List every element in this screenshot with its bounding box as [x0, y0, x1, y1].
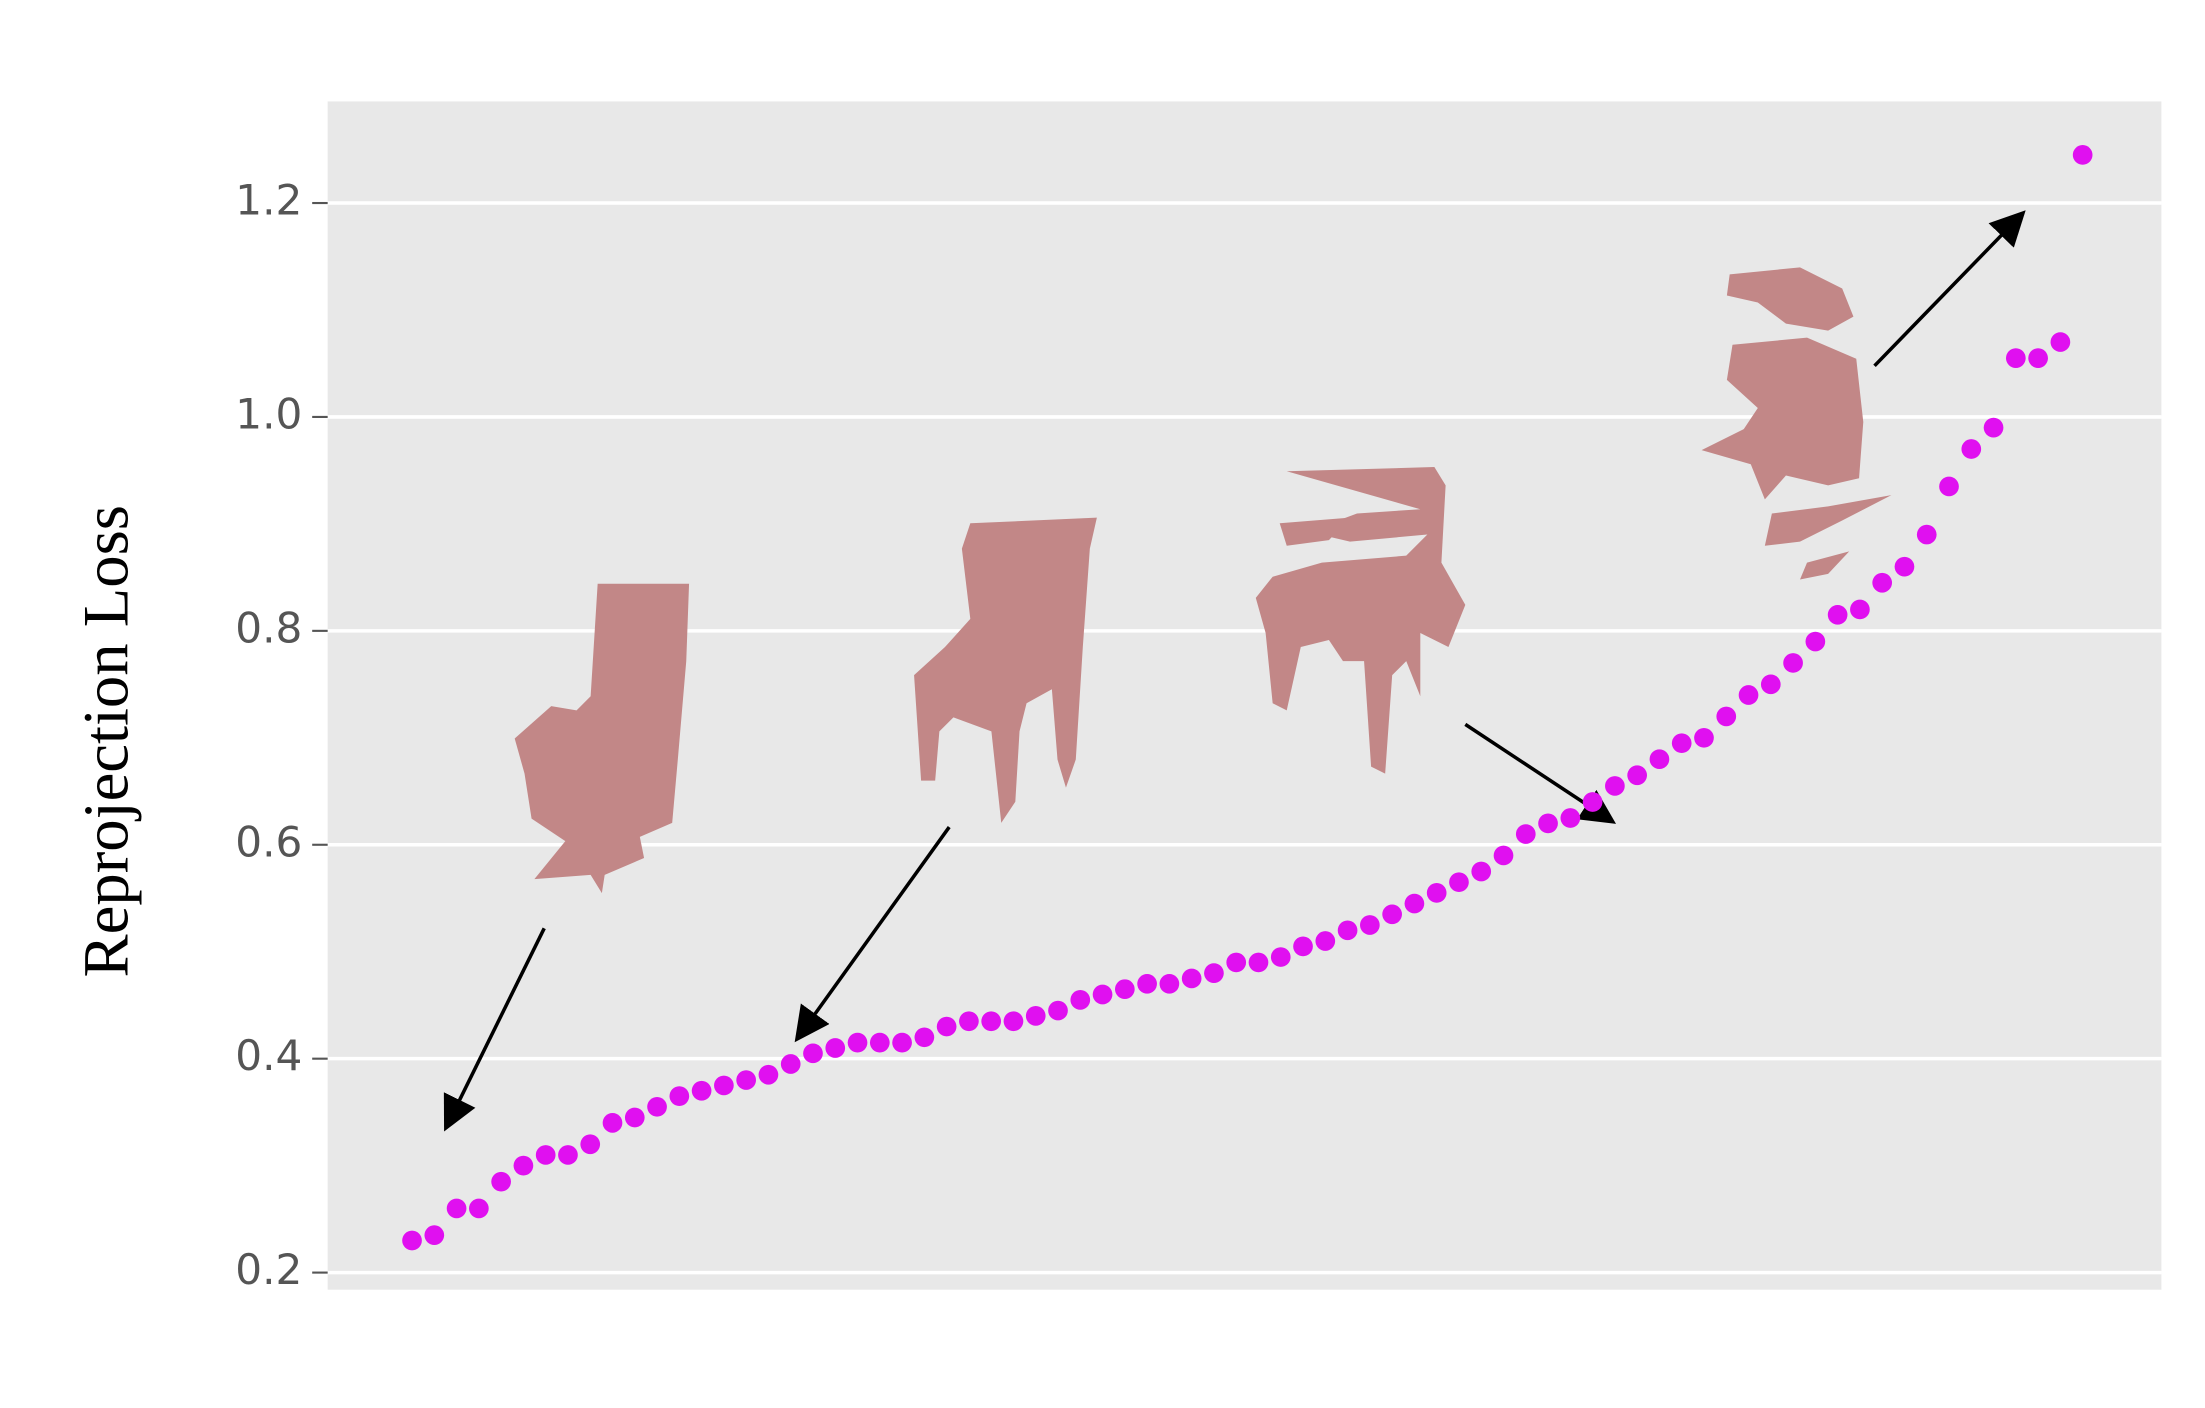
point	[803, 1043, 823, 1064]
chair-3	[1255, 467, 1466, 774]
point	[580, 1134, 601, 1155]
point	[1360, 915, 1380, 935]
y-tick-label: 1.2	[235, 176, 302, 225]
point	[1850, 599, 1870, 620]
point	[1493, 845, 1514, 866]
point	[647, 1096, 667, 1117]
point	[1404, 893, 1425, 914]
point	[1426, 883, 1447, 903]
point	[1471, 861, 1492, 882]
point	[2050, 332, 2071, 352]
chair-1	[514, 583, 690, 894]
point	[1694, 727, 1714, 748]
point	[1003, 1011, 1024, 1032]
point	[1204, 963, 1224, 983]
point	[981, 1011, 1002, 1032]
chair-2	[914, 517, 1097, 823]
chair-4	[1701, 267, 1892, 580]
point	[914, 1027, 935, 1048]
y-tick-label: 0.8	[235, 603, 302, 652]
point	[1114, 979, 1135, 1000]
point	[780, 1054, 801, 1074]
point	[1025, 1006, 1046, 1026]
point	[402, 1230, 422, 1251]
point	[1983, 417, 2004, 438]
point	[1092, 984, 1113, 1005]
point	[1582, 792, 1603, 812]
point	[1939, 476, 1959, 497]
point	[1605, 776, 1625, 796]
point	[714, 1075, 734, 1096]
point	[535, 1145, 556, 1165]
point	[469, 1198, 489, 1219]
point	[1783, 653, 1803, 673]
point	[1137, 973, 1157, 994]
point	[1226, 952, 1247, 973]
point	[1671, 733, 1692, 754]
y-tick-label: 1.0	[235, 389, 302, 438]
point	[1159, 973, 1180, 994]
point	[758, 1064, 779, 1085]
y-tick-label: 0.2	[235, 1245, 302, 1294]
point	[2028, 348, 2048, 368]
point	[1315, 931, 1336, 951]
points	[402, 145, 2093, 1251]
point	[1827, 604, 1848, 625]
point	[1894, 556, 1915, 577]
point	[736, 1070, 756, 1090]
point	[825, 1038, 846, 1058]
point	[1872, 572, 1893, 593]
point	[1293, 936, 1313, 957]
point	[1560, 808, 1581, 828]
point	[1337, 920, 1358, 941]
point	[1716, 706, 1737, 727]
point	[1627, 765, 1647, 786]
point	[892, 1032, 912, 1053]
point	[1248, 952, 1269, 973]
point	[1382, 904, 1402, 925]
y-tick-label: 0.4	[235, 1031, 302, 1080]
point	[959, 1011, 979, 1032]
point	[491, 1171, 511, 1192]
point	[558, 1145, 578, 1165]
y-axis-label: Reprojection Loss	[69, 505, 141, 977]
point	[513, 1155, 534, 1176]
point	[691, 1080, 712, 1101]
point	[669, 1086, 690, 1106]
point	[1449, 872, 1469, 893]
arrow	[794, 826, 951, 1043]
point	[1805, 631, 1826, 652]
point	[1181, 968, 1202, 989]
point	[1649, 749, 1670, 770]
point	[624, 1107, 645, 1128]
point	[1738, 685, 1759, 705]
point	[847, 1032, 868, 1053]
point	[1760, 674, 1781, 695]
point	[446, 1198, 467, 1219]
point	[869, 1032, 890, 1053]
point	[2072, 145, 2093, 165]
point	[1270, 947, 1291, 967]
point	[1961, 439, 1982, 459]
point	[936, 1016, 957, 1037]
point	[1538, 813, 1558, 834]
y-tick-label: 0.6	[235, 817, 302, 866]
point	[424, 1225, 445, 1245]
point	[602, 1113, 623, 1133]
arrow	[1873, 210, 2026, 368]
point	[1515, 824, 1536, 844]
point	[1048, 1000, 1068, 1021]
point	[2005, 348, 2026, 368]
point	[1070, 990, 1091, 1010]
arrow	[443, 927, 546, 1132]
point	[1916, 524, 1937, 545]
